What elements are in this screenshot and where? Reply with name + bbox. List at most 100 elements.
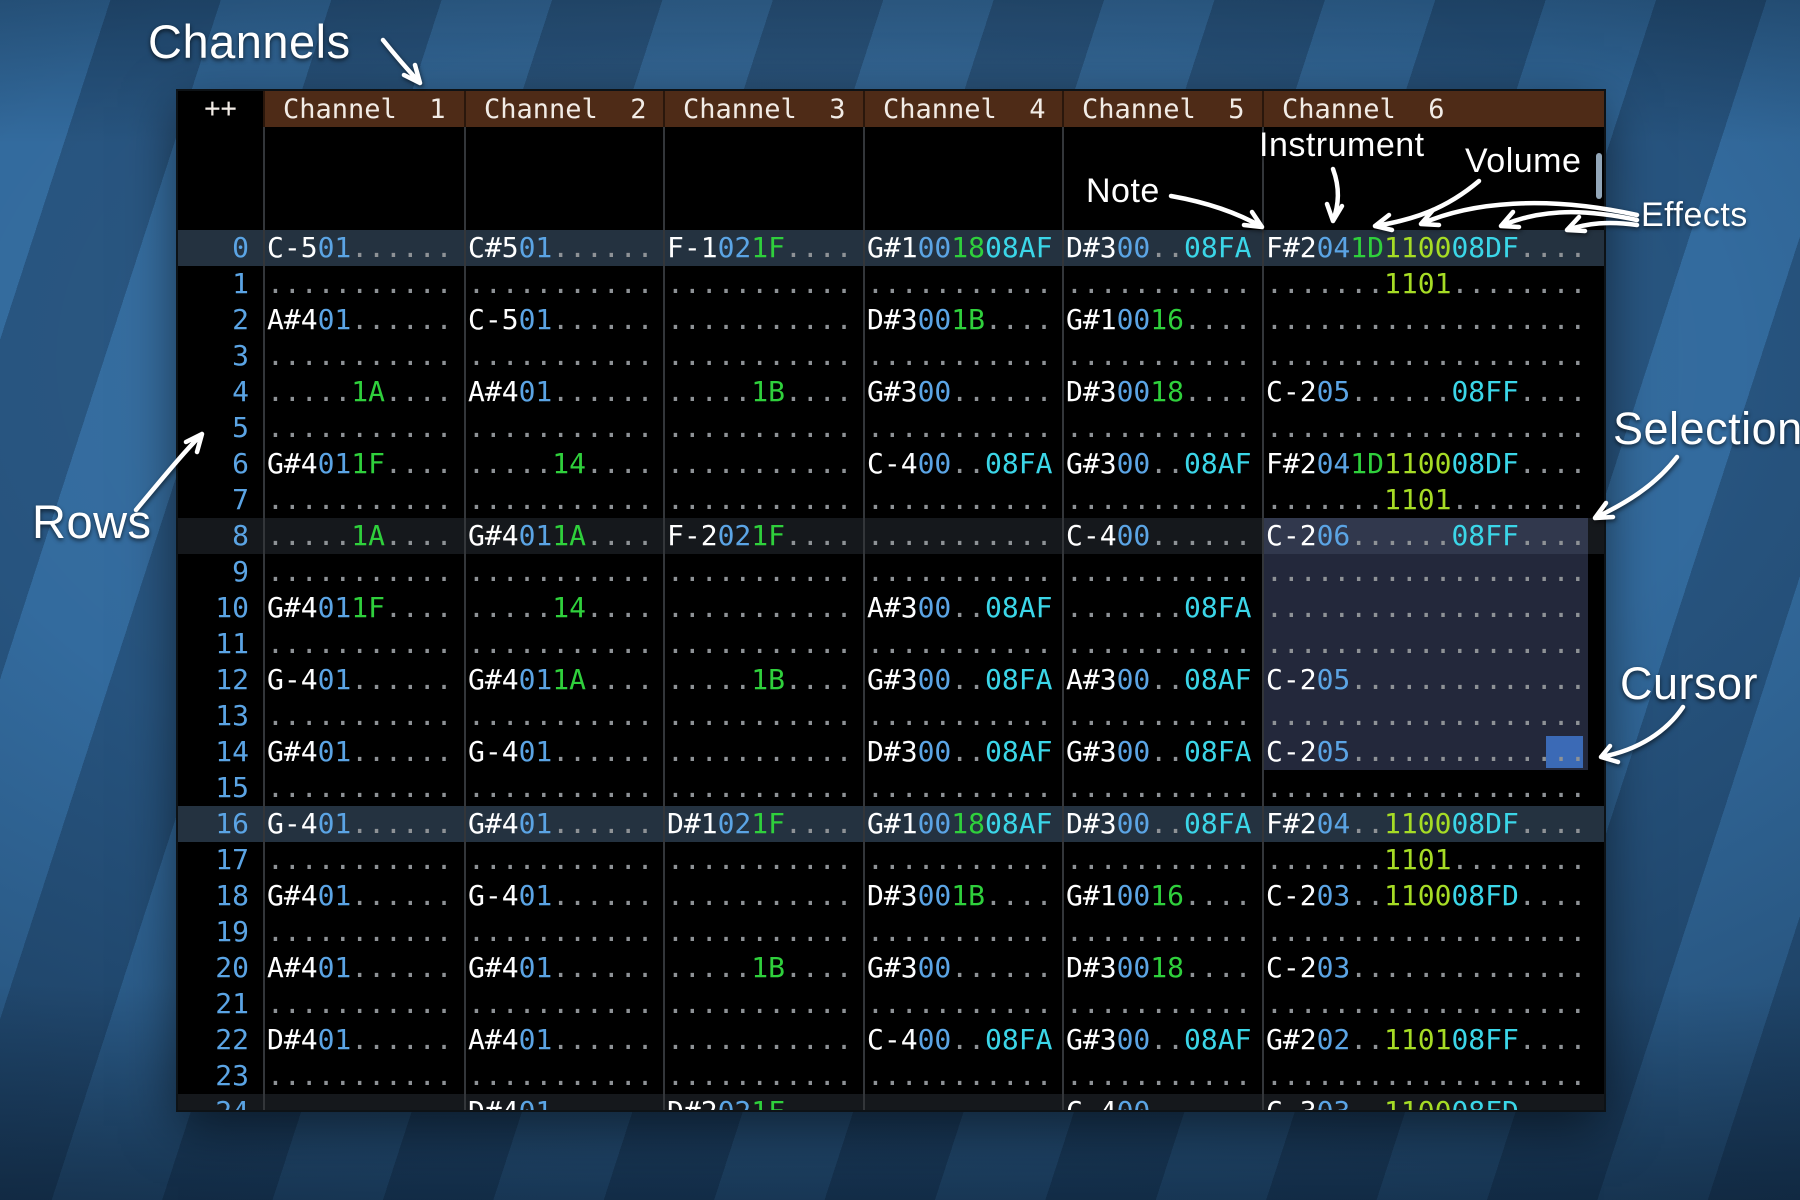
pattern-cell[interactable]: G#4011F.... — [267, 591, 453, 624]
pattern-cell[interactable]: G-401...... — [468, 879, 654, 912]
pattern-cell[interactable]: G#1001808AF — [867, 231, 1053, 264]
pattern-cell[interactable]: ........... — [468, 699, 654, 732]
pattern-cell[interactable]: ........... — [867, 915, 1053, 948]
pattern-cell[interactable]: ........... — [867, 843, 1053, 876]
pattern-cell[interactable]: .....1B.... — [667, 375, 853, 408]
pattern-cell[interactable]: ........... — [667, 915, 853, 948]
pattern-cell[interactable]: ........... — [867, 987, 1053, 1020]
pattern-cell[interactable]: ........... — [667, 735, 853, 768]
pattern-cell[interactable]: .....14.... — [468, 591, 654, 624]
pattern-cell[interactable]: ........... — [1066, 267, 1252, 300]
pattern-cell[interactable]: C-203..110008FD.... — [1266, 879, 1587, 912]
pattern-cell[interactable]: A#401...... — [267, 303, 453, 336]
pattern-cell[interactable]: ........... — [667, 879, 853, 912]
pattern-cell[interactable]: G#4011A.... — [468, 519, 654, 552]
pattern-cell[interactable]: C-203.............. — [1266, 951, 1587, 984]
pattern-cell[interactable]: ........... — [1066, 411, 1252, 444]
pattern-cell[interactable]: D#3001B.... — [867, 303, 1053, 336]
pattern-cell[interactable]: G#401...... — [468, 951, 654, 984]
pattern-cell[interactable]: ........... — [667, 267, 853, 300]
pattern-cell[interactable]: ........... — [863, 1094, 1062, 1110]
pattern-cell[interactable]: ........... — [263, 1094, 464, 1110]
pattern-cell[interactable]: ........... — [468, 483, 654, 516]
pattern-cell[interactable]: ........... — [867, 483, 1053, 516]
pattern-cell[interactable]: ........... — [667, 411, 853, 444]
pattern-cell[interactable]: G#401...... — [267, 735, 453, 768]
pattern-cell[interactable]: ........... — [867, 267, 1053, 300]
pattern-cell[interactable]: ........... — [667, 843, 853, 876]
pattern-cell[interactable]: G#401...... — [468, 807, 654, 840]
pattern-cell[interactable]: .....1A.... — [267, 375, 453, 408]
pattern-cell[interactable]: ........... — [468, 339, 654, 372]
pattern-cell[interactable]: ................... — [1266, 555, 1587, 588]
pattern-cell[interactable]: ........... — [468, 555, 654, 588]
pattern-cell[interactable]: .......08FA — [1066, 591, 1252, 624]
pattern-cell[interactable]: ........... — [667, 303, 853, 336]
pattern-cell[interactable]: G#4011F.... — [267, 447, 453, 480]
pattern-cell[interactable]: ........... — [468, 411, 654, 444]
pattern-cell[interactable]: D#2021F.... — [663, 1094, 863, 1110]
pattern-cell[interactable]: A#401...... — [468, 375, 654, 408]
channel-header[interactable]: Channel 3 — [663, 91, 863, 127]
pattern-cell[interactable]: ........... — [1066, 987, 1252, 1020]
pattern-cell[interactable]: ........... — [267, 267, 453, 300]
pattern-cell[interactable]: C#501...... — [468, 231, 654, 264]
pattern-cell[interactable]: ........... — [267, 915, 453, 948]
pattern-cell[interactable]: ........... — [867, 627, 1053, 660]
pattern-cell[interactable]: F#2041D110008DF.... — [1266, 231, 1587, 264]
pattern-cell[interactable]: F-1021F.... — [667, 231, 853, 264]
pattern-cell[interactable]: .....14.... — [468, 447, 654, 480]
pattern-cell[interactable]: ........... — [267, 339, 453, 372]
pattern-cell[interactable]: G#300..08FA — [1066, 735, 1252, 768]
pattern-cell[interactable]: ........... — [1066, 843, 1252, 876]
pattern-cell[interactable]: ........... — [667, 1059, 853, 1092]
pattern-cell[interactable]: F-2021F.... — [667, 519, 853, 552]
pattern-cell[interactable]: C-400..08FA — [867, 1023, 1053, 1056]
pattern-cell[interactable]: D#3001B.... — [867, 879, 1053, 912]
pattern-cell[interactable]: .....1B.... — [667, 663, 853, 696]
pattern-cell[interactable]: D#30018.... — [1066, 951, 1252, 984]
pattern-cell[interactable]: ........... — [667, 339, 853, 372]
pattern-cell[interactable]: ........... — [667, 627, 853, 660]
channel-header[interactable]: Channel 4 — [863, 91, 1062, 127]
pattern-cell[interactable]: D#30018.... — [1066, 375, 1252, 408]
pattern-cell[interactable]: ........... — [1066, 699, 1252, 732]
pattern-cell[interactable]: ................... — [1266, 771, 1587, 804]
pattern-cell[interactable]: D#401...... — [267, 1023, 453, 1056]
pattern-cell[interactable]: G-401...... — [267, 663, 453, 696]
pattern-cell[interactable]: .....1A.... — [267, 519, 453, 552]
pattern-cell[interactable]: G#300...... — [867, 951, 1053, 984]
pattern-cell[interactable]: G#202..110108FF.... — [1266, 1023, 1587, 1056]
pattern-cell[interactable]: ................... — [1266, 987, 1587, 1020]
pattern-cell[interactable]: ........... — [867, 339, 1053, 372]
pattern-cell[interactable]: ........... — [468, 843, 654, 876]
pattern-cell[interactable]: ................... — [1266, 1059, 1587, 1092]
pattern-cell[interactable]: ........... — [1066, 915, 1252, 948]
pattern-cell[interactable]: ........... — [267, 411, 453, 444]
pattern-cell[interactable]: D#401...... — [464, 1094, 663, 1110]
pattern-cell[interactable]: G#300..08FA — [867, 663, 1053, 696]
pattern-cell[interactable]: C-205......08FF.... — [1266, 375, 1587, 408]
pattern-cell[interactable]: G#10016.... — [1066, 303, 1252, 336]
pattern-cell[interactable]: ........... — [667, 699, 853, 732]
pattern-cell[interactable]: G#300..08AF — [1066, 447, 1252, 480]
pattern-cell[interactable]: A#300..08AF — [1066, 663, 1252, 696]
pattern-cell[interactable]: ........... — [468, 771, 654, 804]
pattern-cell[interactable]: G-401...... — [468, 735, 654, 768]
pattern-cell[interactable]: ........... — [468, 915, 654, 948]
pattern-cell[interactable]: ........... — [667, 1023, 853, 1056]
pattern-cell[interactable]: ................... — [1266, 303, 1587, 336]
pattern-cell[interactable]: ........... — [667, 591, 853, 624]
pattern-cell[interactable]: .......1101........ — [1266, 267, 1587, 300]
pattern-cell[interactable]: ........... — [667, 555, 853, 588]
pattern-cell[interactable]: C-205.............. — [1266, 735, 1587, 768]
pattern-cell[interactable]: ........... — [867, 699, 1053, 732]
pattern-cell[interactable]: .......1101........ — [1266, 483, 1587, 516]
pattern-cell[interactable]: C-400...... — [1066, 519, 1252, 552]
pattern-cell[interactable]: ........... — [667, 447, 853, 480]
pattern-cell[interactable]: ........... — [267, 771, 453, 804]
pattern-cell[interactable]: C-501...... — [267, 231, 453, 264]
pattern-cell[interactable]: ........... — [1066, 771, 1252, 804]
pattern-cell[interactable]: A#401...... — [267, 951, 453, 984]
pattern-cell[interactable]: ........... — [267, 627, 453, 660]
